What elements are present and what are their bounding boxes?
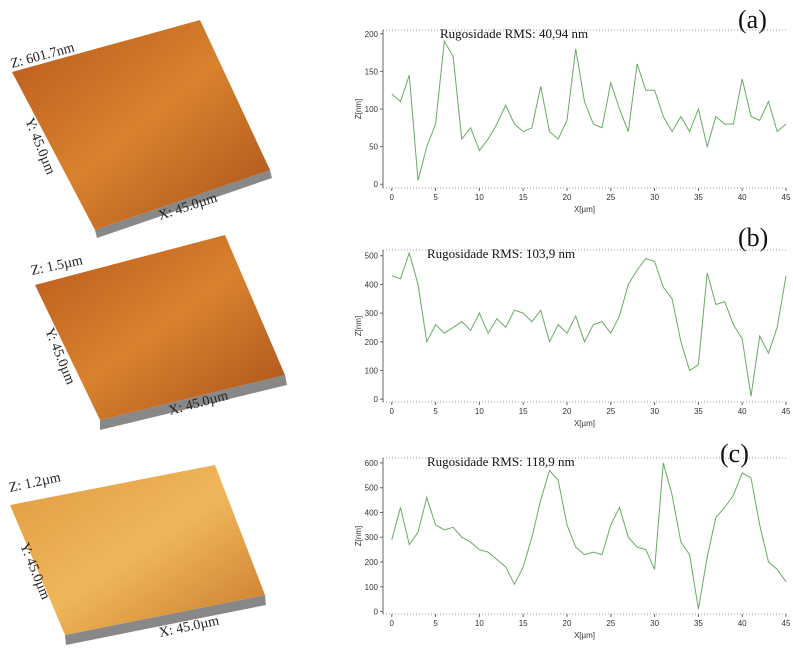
- y-tick-label: 100: [365, 105, 379, 114]
- x-tick-label: 45: [782, 407, 791, 416]
- y-tick-label: 150: [365, 67, 379, 76]
- x-tick-label: 10: [475, 619, 484, 628]
- x-tick-label: 25: [606, 407, 615, 416]
- afm-image-b: Z: 1.5µm Y: 45.0µm X: 45.0µm: [30, 235, 287, 430]
- afm-surface: [10, 465, 265, 635]
- x-tick-label: 40: [738, 193, 747, 202]
- x-tick-label: 5: [433, 407, 438, 416]
- y-tick-label: 500: [365, 484, 379, 493]
- y-axis-label: Z[nm]: [354, 526, 363, 546]
- afm-surface: [12, 20, 270, 230]
- chart-title: Rugosidade RMS: 103,9 nm: [427, 246, 575, 261]
- x-axis-label: X[µm]: [574, 419, 595, 428]
- x-tick-label: 5: [433, 619, 438, 628]
- x-tick-label: 0: [390, 619, 395, 628]
- x-tick-label: 40: [738, 619, 747, 628]
- y-tick-label: 400: [365, 280, 379, 289]
- data-line: [391, 39, 787, 181]
- y-tick-label: 300: [365, 533, 379, 542]
- x-tick-label: 20: [563, 193, 572, 202]
- x-tick-label: 25: [606, 619, 615, 628]
- x-tick-label: 5: [433, 193, 438, 202]
- x-tick-label: 15: [519, 619, 528, 628]
- y-tick-label: 200: [365, 558, 379, 567]
- x-tick-label: 25: [606, 193, 615, 202]
- x-tick-label: 0: [390, 407, 395, 416]
- chart-title: Rugosidade RMS: 118,9 nm: [427, 454, 575, 469]
- y-axis-label: Z[nm]: [354, 316, 363, 336]
- y-tick-label: 200: [365, 338, 379, 347]
- x-tick-label: 20: [563, 619, 572, 628]
- y-tick-label: 50: [369, 143, 378, 152]
- data-line: [391, 251, 787, 397]
- x-tick-label: 10: [475, 193, 484, 202]
- y-tick-label: 200: [365, 30, 379, 39]
- x-tick-label: 35: [694, 619, 703, 628]
- panel-label: (c): [720, 439, 749, 468]
- x-tick-label: 15: [519, 407, 528, 416]
- chart-title: Rugosidade RMS: 40,94 nm: [440, 26, 588, 41]
- x-tick-label: 30: [650, 193, 659, 202]
- afm-image-c: Z: 1.2µm Y: 45.0µm X: 45.0µm: [8, 465, 266, 645]
- y-tick-label: 500: [365, 252, 379, 261]
- x-tick-label: 30: [650, 619, 659, 628]
- x-tick-label: 45: [782, 619, 791, 628]
- panel-label: (a): [738, 5, 767, 34]
- data-line: [391, 462, 787, 610]
- x-tick-label: 20: [563, 407, 572, 416]
- x-tick-label: 40: [738, 407, 747, 416]
- x-axis-label: X[µm]: [574, 631, 595, 640]
- x-tick-label: 15: [519, 193, 528, 202]
- y-tick-label: 0: [374, 180, 379, 189]
- x-tick-label: 35: [694, 193, 703, 202]
- afm-side: [95, 170, 272, 238]
- afm-surface: [35, 235, 285, 420]
- y-axis-label: Z[nm]: [354, 99, 363, 119]
- afm-side: [65, 595, 266, 645]
- x-tick-label: 0: [390, 193, 395, 202]
- y-tick-label: 100: [365, 366, 379, 375]
- z-label: Z: 1.2µm: [8, 470, 62, 496]
- x-axis-label: X[µm]: [574, 205, 595, 214]
- y-tick-label: 0: [374, 608, 379, 617]
- x-tick-label: 45: [782, 193, 791, 202]
- x-tick-label: 10: [475, 407, 484, 416]
- y-tick-label: 300: [365, 309, 379, 318]
- y-tick-label: 600: [365, 459, 379, 468]
- panel-label: (b): [738, 223, 768, 252]
- y-tick-label: 100: [365, 583, 379, 592]
- y-tick-label: 400: [365, 508, 379, 517]
- afm-image-a: Z: 601.7nm Y: 45.0µm X: 45.0µm: [9, 20, 272, 238]
- y-tick-label: 0: [374, 395, 379, 404]
- afm-side: [100, 375, 287, 430]
- x-tick-label: 35: [694, 407, 703, 416]
- x-tick-label: 30: [650, 407, 659, 416]
